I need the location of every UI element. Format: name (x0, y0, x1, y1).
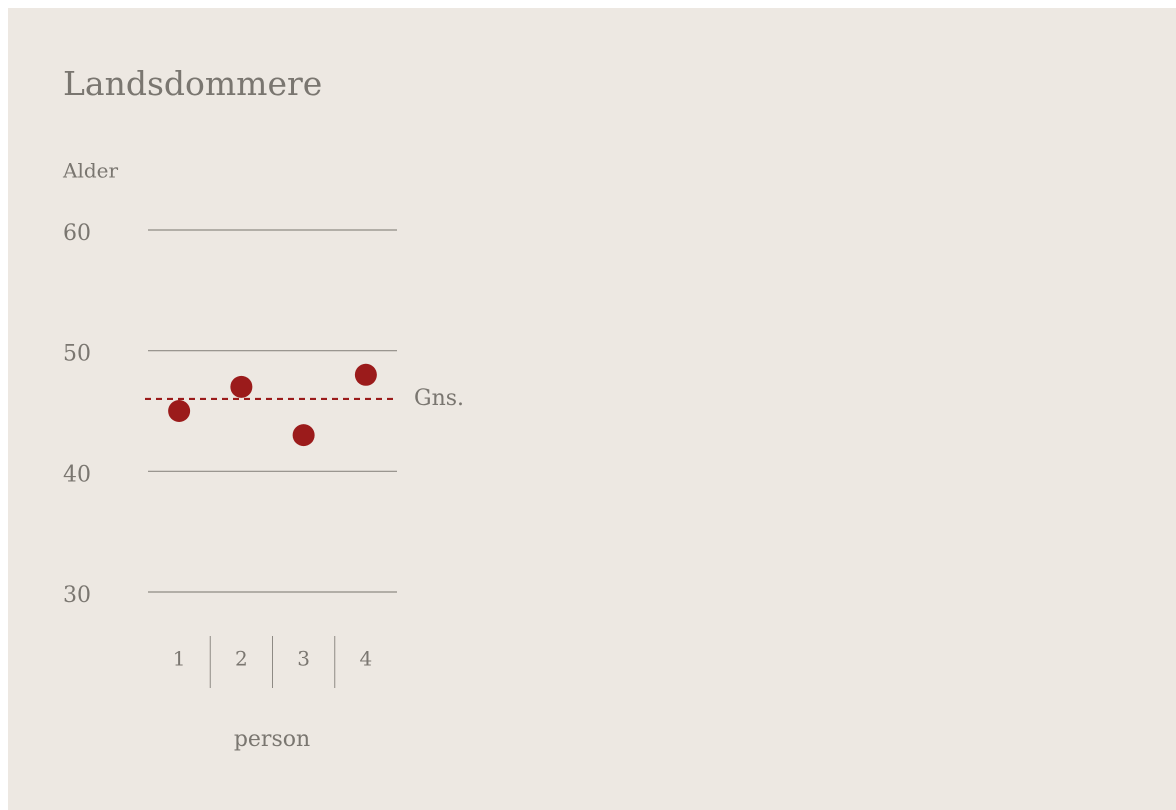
dot (230, 375, 253, 398)
y-tick-label: 50 (63, 342, 91, 367)
dot (354, 363, 377, 386)
dot (168, 400, 191, 422)
x-tick-label: 4 (360, 647, 373, 671)
y-tick-label: 30 (63, 583, 91, 608)
x-axis-label: person (234, 727, 310, 752)
y-axis-label: Alder (62, 159, 118, 183)
chart-title: Landsdommere (63, 64, 322, 103)
y-tick-label: 40 (63, 462, 91, 487)
dot (292, 424, 315, 447)
mean-label: Gns. (414, 386, 464, 411)
x-tick-label: 1 (173, 647, 186, 671)
x-tick-label: 2 (235, 647, 248, 671)
y-tick-label: 60 (63, 221, 91, 246)
panel (8, 8, 1176, 810)
x-tick-label: 3 (297, 647, 310, 671)
